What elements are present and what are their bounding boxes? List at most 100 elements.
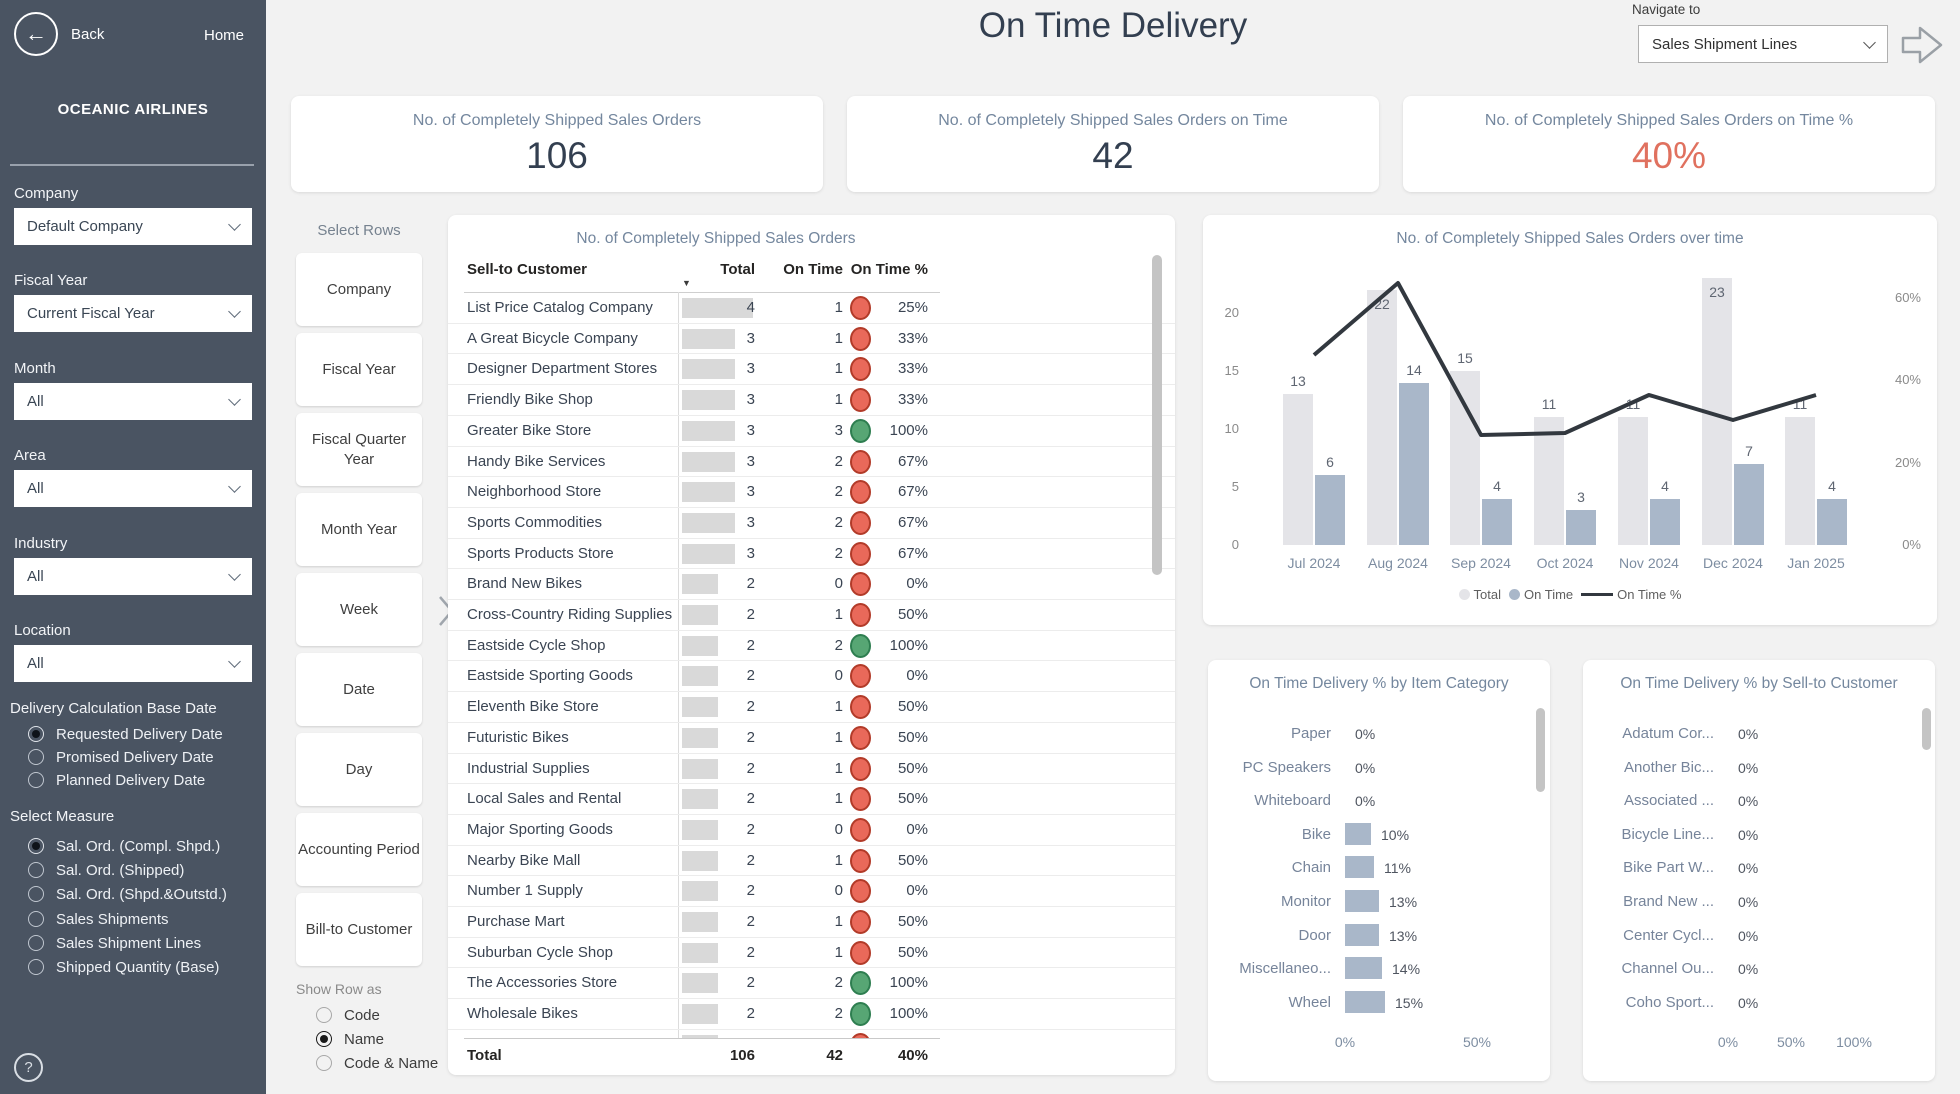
bar-on-time[interactable] xyxy=(1399,383,1429,545)
table-row[interactable]: Eleventh Bike Store 2 1 50% xyxy=(448,692,1175,723)
total-data-bar xyxy=(682,574,718,595)
filter-dropdown-month[interactable]: All xyxy=(14,383,252,420)
table-row[interactable]: 2 xyxy=(448,1030,1175,1038)
table-row[interactable]: Wholesale Bikes 2 2 100% xyxy=(448,999,1175,1030)
table-row[interactable]: Neighborhood Store 3 2 67% xyxy=(448,477,1175,508)
select-rows-button-fiscal-year[interactable]: Fiscal Year xyxy=(296,333,422,406)
bar-on-time[interactable] xyxy=(1315,475,1345,545)
filter-dropdown-area[interactable]: All xyxy=(14,470,252,507)
table-row[interactable]: Nearby Bike Mall 2 1 50% xyxy=(448,846,1175,877)
navigate-arrow-button[interactable] xyxy=(1898,20,1948,75)
table-row[interactable]: Eastside Sporting Goods 2 0 0% xyxy=(448,661,1175,693)
radio-option-sal-ord-compl-shpd[interactable]: Sal. Ord. (Compl. Shpd.) xyxy=(28,836,220,856)
select-rows-button-fiscal-quarter-year[interactable]: Fiscal Quarter Year xyxy=(296,413,422,486)
radio-option-code[interactable]: Code xyxy=(316,1005,380,1025)
bar-total[interactable] xyxy=(1785,417,1815,545)
bar-total[interactable] xyxy=(1702,278,1732,545)
select-rows-button-accounting-period[interactable]: Accounting Period xyxy=(296,813,422,886)
table-row[interactable]: The Accessories Store 2 2 100% xyxy=(448,968,1175,1000)
filter-dropdown-location[interactable]: All xyxy=(14,645,252,682)
select-rows-button-company[interactable]: Company xyxy=(296,253,422,326)
column-header-on-time-pct[interactable]: On Time % xyxy=(850,261,928,278)
table-row[interactable]: List Price Catalog Company 4 1 25% xyxy=(448,293,1175,324)
radio-option-sales-shipment-lines[interactable]: Sales Shipment Lines xyxy=(28,933,201,953)
bar-total[interactable] xyxy=(1283,394,1313,545)
table-row[interactable]: Number 1 Supply 2 0 0% xyxy=(448,876,1175,908)
bar-wheel[interactable] xyxy=(1345,991,1385,1013)
status-red-icon xyxy=(850,787,871,812)
cell-sell-to-customer: Neighborhood Store xyxy=(467,483,602,501)
select-rows-button-date[interactable]: Date xyxy=(296,653,422,726)
column-header-on-time[interactable]: On Time xyxy=(783,261,843,278)
table-row[interactable]: Cross-Country Riding Supplies 2 1 50% xyxy=(448,600,1175,631)
radio-option-planned-delivery-date[interactable]: Planned Delivery Date xyxy=(28,770,205,790)
bar-on-time[interactable] xyxy=(1650,499,1680,545)
total-data-bar xyxy=(682,482,736,503)
back-button[interactable]: ← Back xyxy=(14,12,104,56)
table-row[interactable]: Brand New Bikes 2 0 0% xyxy=(448,569,1175,601)
column-header-sell-to-customer[interactable]: Sell-to Customer xyxy=(467,261,588,278)
bar-on-time[interactable] xyxy=(1734,464,1764,545)
chart-scrollbar[interactable] xyxy=(1922,708,1931,750)
table-row[interactable]: A Great Bicycle Company 3 1 33% xyxy=(448,324,1175,355)
column-header-total[interactable]: Total xyxy=(720,261,755,278)
filter-dropdown-company[interactable]: Default Company xyxy=(14,208,252,245)
status-red-icon xyxy=(850,388,871,413)
bar-total[interactable] xyxy=(1618,417,1648,545)
table-row[interactable]: Sports Commodities 3 2 67% xyxy=(448,508,1175,539)
radio-option-sales-shipments[interactable]: Sales Shipments xyxy=(28,909,169,929)
bar-bike[interactable] xyxy=(1345,823,1371,845)
table-row[interactable]: Industrial Supplies 2 1 50% xyxy=(448,754,1175,785)
bar-total[interactable] xyxy=(1534,417,1564,545)
table-row[interactable]: Sports Products Store 3 2 67% xyxy=(448,539,1175,570)
bar-total[interactable] xyxy=(1367,290,1397,545)
bar-on-time[interactable] xyxy=(1817,499,1847,545)
table-row[interactable]: Suburban Cycle Shop 2 1 50% xyxy=(448,938,1175,969)
bar-door[interactable] xyxy=(1345,924,1379,946)
bar-monitor[interactable] xyxy=(1345,890,1379,912)
bar-on-time[interactable] xyxy=(1482,499,1512,545)
radio-option-requested-delivery-date[interactable]: Requested Delivery Date xyxy=(28,724,223,744)
table-row[interactable]: Handy Bike Services 3 2 67% xyxy=(448,447,1175,478)
bar-total[interactable] xyxy=(1450,371,1480,545)
cell-sell-to-customer: Greater Bike Store xyxy=(467,421,592,439)
navigate-to-dropdown[interactable]: Sales Shipment Lines xyxy=(1638,25,1888,63)
table-row[interactable]: Local Sales and Rental 2 1 50% xyxy=(448,784,1175,815)
value-label: 11% xyxy=(1384,860,1411,876)
x-axis-label: Sep 2024 xyxy=(1451,555,1511,571)
cell-on-time: 1 xyxy=(834,329,843,347)
table-row[interactable]: Friendly Bike Shop 3 1 33% xyxy=(448,385,1175,416)
radio-option-code-name[interactable]: Code & Name xyxy=(316,1053,438,1073)
radio-label: Code xyxy=(344,1006,380,1024)
cell-sell-to-customer: Number 1 Supply xyxy=(467,882,583,900)
bar-miscellaneo[interactable] xyxy=(1345,957,1382,979)
chart-scrollbar[interactable] xyxy=(1536,708,1545,792)
table-row[interactable]: Futuristic Bikes 2 1 50% xyxy=(448,723,1175,754)
radio-option-promised-delivery-date[interactable]: Promised Delivery Date xyxy=(28,747,214,767)
home-button[interactable]: Home xyxy=(204,27,245,44)
table-row[interactable]: Purchase Mart 2 1 50% xyxy=(448,907,1175,938)
help-icon[interactable]: ? xyxy=(14,1053,43,1082)
radio-option-sal-ord-shipped[interactable]: Sal. Ord. (Shipped) xyxy=(28,860,184,880)
select-rows-button-week[interactable]: Week xyxy=(296,573,422,646)
select-rows-button-month-year[interactable]: Month Year xyxy=(296,493,422,566)
cell-on-time: 1 xyxy=(834,913,843,931)
radio-option-name[interactable]: Name xyxy=(316,1029,384,1049)
radio-option-shipped-quantity-base[interactable]: Shipped Quantity (Base) xyxy=(28,957,219,977)
table-row[interactable]: Major Sporting Goods 2 0 0% xyxy=(448,815,1175,846)
filter-dropdown-fiscal-year[interactable]: Current Fiscal Year xyxy=(14,295,252,332)
x-axis-label: Jul 2024 xyxy=(1287,555,1341,571)
table-row[interactable]: Greater Bike Store 3 3 100% xyxy=(448,416,1175,447)
legend-on-time-pct: On Time % xyxy=(1581,587,1681,602)
sort-descending-icon[interactable]: ▼ xyxy=(682,278,691,288)
radio-option-sal-ord-shpd-outstd[interactable]: Sal. Ord. (Shpd.&Outstd.) xyxy=(28,884,227,904)
bar-on-time[interactable] xyxy=(1566,510,1596,545)
select-rows-button-day[interactable]: Day xyxy=(296,733,422,806)
table-scrollbar[interactable] xyxy=(1152,255,1162,575)
table-row[interactable]: Designer Department Stores 3 1 33% xyxy=(448,354,1175,386)
bar-chain[interactable] xyxy=(1345,856,1374,878)
radio-icon xyxy=(28,862,44,878)
select-rows-button-bill-to-customer[interactable]: Bill-to Customer xyxy=(296,893,422,966)
table-row[interactable]: Eastside Cycle Shop 2 2 100% xyxy=(448,631,1175,662)
filter-dropdown-industry[interactable]: All xyxy=(14,558,252,595)
